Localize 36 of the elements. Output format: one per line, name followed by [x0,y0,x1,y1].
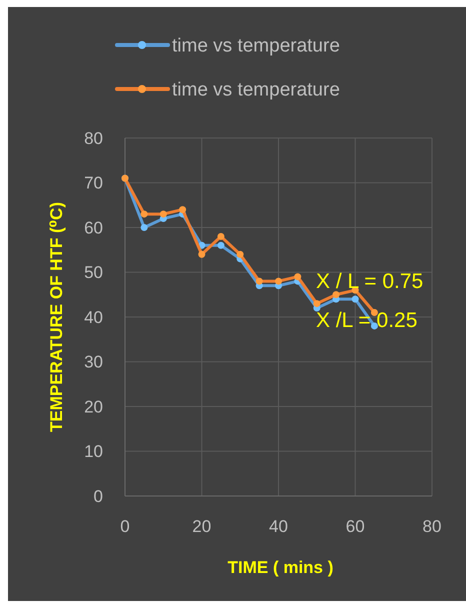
point [370,309,378,316]
y-tick-label: 20 [84,397,103,416]
y-tick-label: 60 [84,218,103,238]
y-tick-label: 80 [84,128,103,148]
legend-label: time vs temperature [172,80,340,101]
point [332,291,340,298]
point [370,322,378,330]
y-tick-label: 70 [84,174,103,193]
x-tick-label: 60 [346,517,365,536]
x-tick-label: 20 [192,517,212,536]
y-tick-label: 50 [84,263,103,282]
point [256,278,263,285]
y-axis-title: TEMPERATURE OF HTF (⁰C) [47,202,66,432]
point [294,273,302,280]
annotation: X / L = 0.75 [316,270,424,293]
point [313,300,320,308]
point [140,210,148,218]
point [352,296,359,303]
point [275,278,282,285]
point [179,206,186,214]
point [140,224,148,231]
point [217,242,224,249]
x-tick-label: 40 [269,517,288,536]
x-tick-label: 0 [120,517,130,536]
x-tick-label: 80 [422,517,442,536]
y-tick-label: 30 [84,352,103,372]
annotation: X /L = 0.25 [316,309,418,332]
y-tick-label: 40 [84,308,103,327]
point [217,232,224,240]
legend-label: time vs temperature [172,36,340,57]
point [198,250,206,258]
point [236,250,244,258]
y-tick-label: 0 [94,486,103,506]
point [160,210,167,218]
x-axis-title: TIME ( mins ) [228,558,334,577]
y-tick-label: 10 [84,442,103,462]
